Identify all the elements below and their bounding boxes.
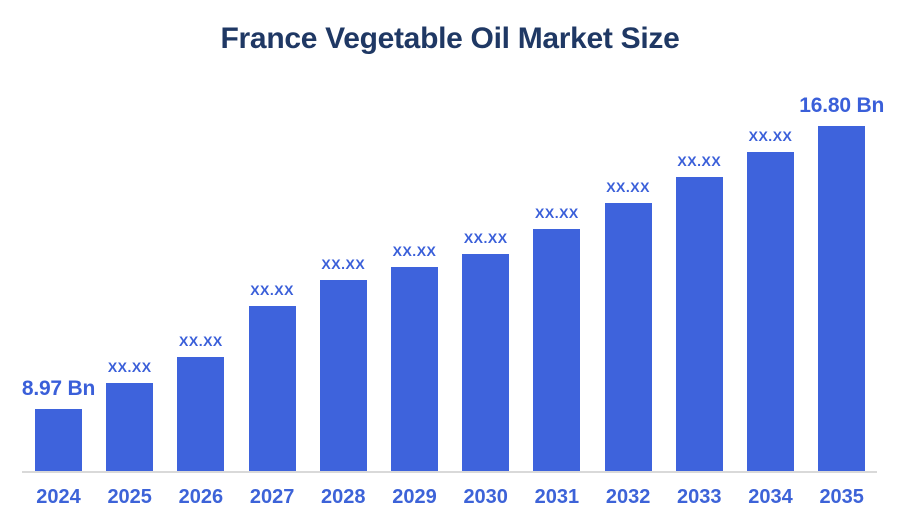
bar-2032 <box>604 203 652 472</box>
bar-2026 <box>177 357 225 472</box>
chart-title: France Vegetable Oil Market Size <box>220 22 680 55</box>
x-axis-tick-label-2027: 2027 <box>249 486 295 508</box>
x-axis-line <box>22 471 877 473</box>
x-axis-tick-label-2033: 2033 <box>677 486 722 508</box>
bar-2033 <box>675 177 723 472</box>
bar-2027 <box>248 306 296 472</box>
bar-value-label-2024: 8.97 Bn <box>21 377 96 400</box>
x-axis-tick-label-2031: 2031 <box>534 486 580 508</box>
x-axis-tick-label-2035: 2035 <box>819 486 864 508</box>
bar-value-label-2034: XX.XX <box>748 128 793 144</box>
bar-2025 <box>106 383 154 472</box>
x-axis-tick-label-2030: 2030 <box>463 486 508 508</box>
bar-value-label-2027: XX.XX <box>250 282 294 298</box>
bar-value-label-2030: XX.XX <box>463 230 508 246</box>
bar-2034 <box>747 152 794 472</box>
x-axis-tick-label-2029: 2029 <box>392 486 437 508</box>
bar-2030 <box>462 254 510 472</box>
x-axis-tick-label-2025: 2025 <box>107 486 152 508</box>
bar-value-label-2035: 16.80 Bn <box>799 94 885 117</box>
bar-value-label-2031: XX.XX <box>535 205 579 221</box>
bar-2031 <box>533 229 581 472</box>
bar-value-label-2025: XX.XX <box>107 359 152 375</box>
bar-value-label-2028: XX.XX <box>321 256 366 272</box>
x-axis-tick-label-2028: 2028 <box>321 486 366 508</box>
bar-value-label-2026: XX.XX <box>179 333 223 349</box>
bar-2028 <box>319 280 367 472</box>
bar-value-label-2032: XX.XX <box>606 179 650 195</box>
bar-value-label-2033: XX.XX <box>677 153 722 169</box>
bar-value-label-2029: XX.XX <box>392 243 437 259</box>
x-axis-tick-label-2024: 2024 <box>36 486 81 508</box>
x-axis-tick-label-2032: 2032 <box>605 486 651 508</box>
bar-2024 <box>35 409 82 472</box>
x-axis-tick-label-2026: 2026 <box>178 486 224 508</box>
bar-2035 <box>818 126 866 472</box>
bar-2029 <box>391 267 438 472</box>
x-axis-tick-label-2034: 2034 <box>748 486 793 508</box>
